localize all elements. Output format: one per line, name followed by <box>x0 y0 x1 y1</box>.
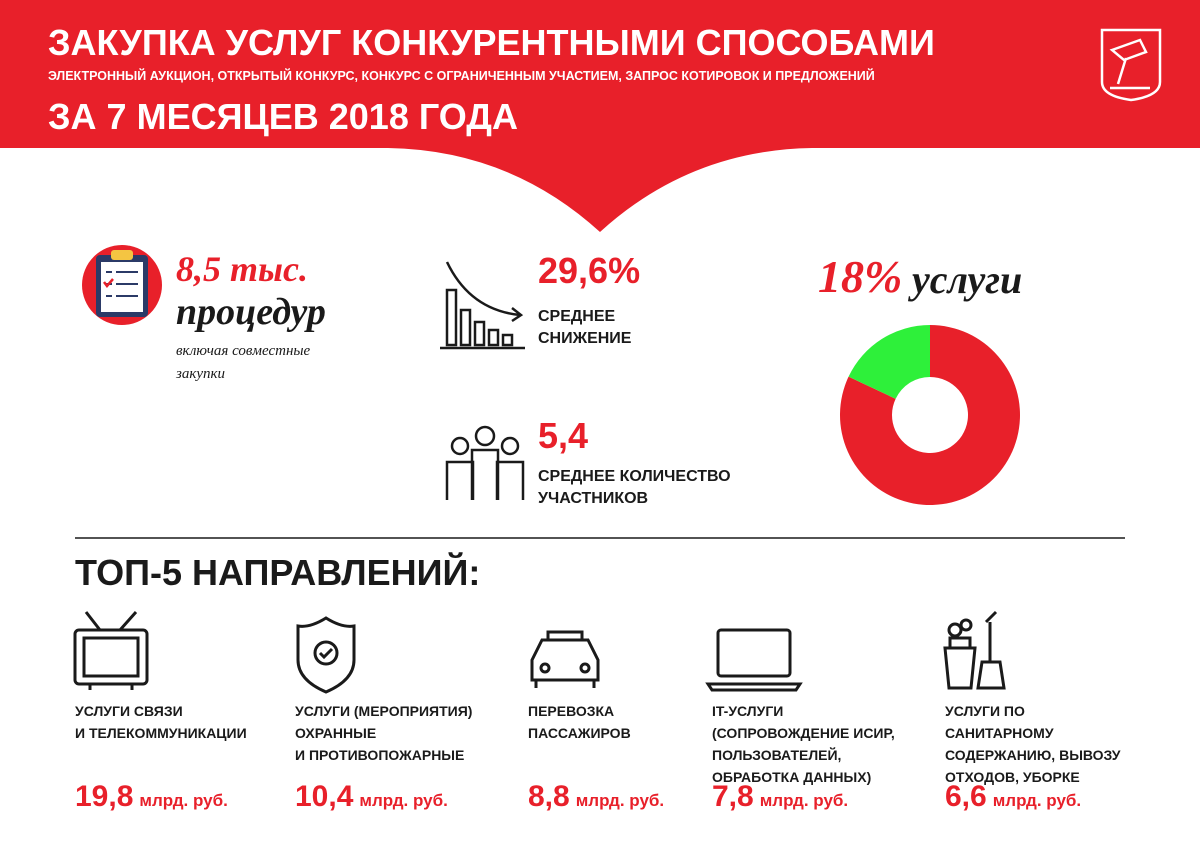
reduction-value: 29,6% <box>538 250 641 291</box>
donut-share <box>848 325 930 399</box>
item-amount: 10,4 млрд. руб. <box>295 780 448 814</box>
item-label: ОБРАБОТКА ДАННЫХ) <box>712 769 872 785</box>
tv-icon <box>73 611 149 690</box>
header-band <box>0 0 1200 232</box>
item-label: СОДЕРЖАНИЮ, ВЫВОЗУ <box>945 747 1121 763</box>
item-amount: 19,8 млрд. руб. <box>75 780 228 814</box>
participants-value: 5,4 <box>538 415 589 456</box>
procedures-note: закупки <box>176 366 226 382</box>
item-label: ОХРАННЫЕ <box>295 725 377 741</box>
item-label: И ПРОТИВОПОЖАРНЫЕ <box>295 747 465 763</box>
shield-icon <box>296 616 356 694</box>
amount-unit: млрд. руб. <box>759 791 849 810</box>
people-icon <box>445 425 525 500</box>
reduction-label: СРЕДНЕЕ <box>538 308 616 325</box>
reduction-label: СНИЖЕНИЕ <box>538 330 632 347</box>
top-title: ТОП-5 НАПРАВЛЕНИЙ: <box>75 552 481 593</box>
procedures-label: процедур <box>176 291 326 333</box>
item-label: IT-УСЛУГИ <box>712 703 784 719</box>
period: ЗА 7 МЕСЯЦЕВ 2018 ГОДА <box>48 96 518 137</box>
item-label: УСЛУГИ (МЕРОПРИЯТИЯ) <box>295 703 473 719</box>
decline-icon <box>440 261 525 350</box>
share-caption: услуги <box>912 257 1023 302</box>
taxi-icon <box>530 630 600 688</box>
item-label: УСЛУГИ СВЯЗИ <box>75 703 183 719</box>
cleaning-icon <box>943 610 1006 690</box>
participants-label: СРЕДНЕЕ КОЛИЧЕСТВО <box>538 468 731 485</box>
participants-label: УЧАСТНИКОВ <box>538 490 649 507</box>
laptop-icon <box>705 628 803 692</box>
procedures-value: 8,5 тыс. <box>176 249 308 289</box>
item-label: (СОПРОВОЖДЕНИЕ ИСИР, <box>712 725 895 741</box>
item-label: ПАССАЖИРОВ <box>528 725 631 741</box>
amount-unit: млрд. руб. <box>359 791 448 810</box>
amount-value: 7,8 <box>712 780 754 813</box>
item-amount: 7,8 млрд. руб. <box>712 780 848 814</box>
amount-unit: млрд. руб. <box>139 791 228 810</box>
subtitle: ЭЛЕКТРОННЫЙ АУКЦИОН, ОТКРЫТЫЙ КОНКУРС, К… <box>48 69 875 83</box>
item-label: ПЕРЕВОЗКА <box>528 703 615 719</box>
emblem <box>1100 28 1162 102</box>
item-label: САНИТАРНОМУ <box>945 725 1054 741</box>
item-label: УСЛУГИ ПО <box>945 703 1025 719</box>
title: ЗАКУПКА УСЛУГ КОНКУРЕНТНЫМИ СПОСОБАМИ <box>48 22 935 63</box>
item-amount: 8,8 млрд. руб. <box>528 780 664 814</box>
amount-value: 8,8 <box>528 780 570 813</box>
clipboard-icon <box>82 245 162 325</box>
item-amount: 6,6 млрд. руб. <box>945 780 1081 814</box>
item-label: И ТЕЛЕКОММУНИКАЦИИ <box>75 725 247 741</box>
amount-value: 19,8 <box>75 780 134 813</box>
donut-rest <box>840 325 1020 505</box>
amount-unit: млрд. руб. <box>575 791 665 810</box>
share-label: 18% <box>818 251 903 302</box>
amount-value: 6,6 <box>945 780 987 813</box>
item-label: ОТХОДОВ, УБОРКЕ <box>945 769 1080 785</box>
amount-value: 10,4 <box>295 780 354 813</box>
item-label: ПОЛЬЗОВАТЕЛЕЙ, <box>712 747 842 763</box>
amount-unit: млрд. руб. <box>992 791 1082 810</box>
procedures-note: включая совместные <box>176 343 311 359</box>
